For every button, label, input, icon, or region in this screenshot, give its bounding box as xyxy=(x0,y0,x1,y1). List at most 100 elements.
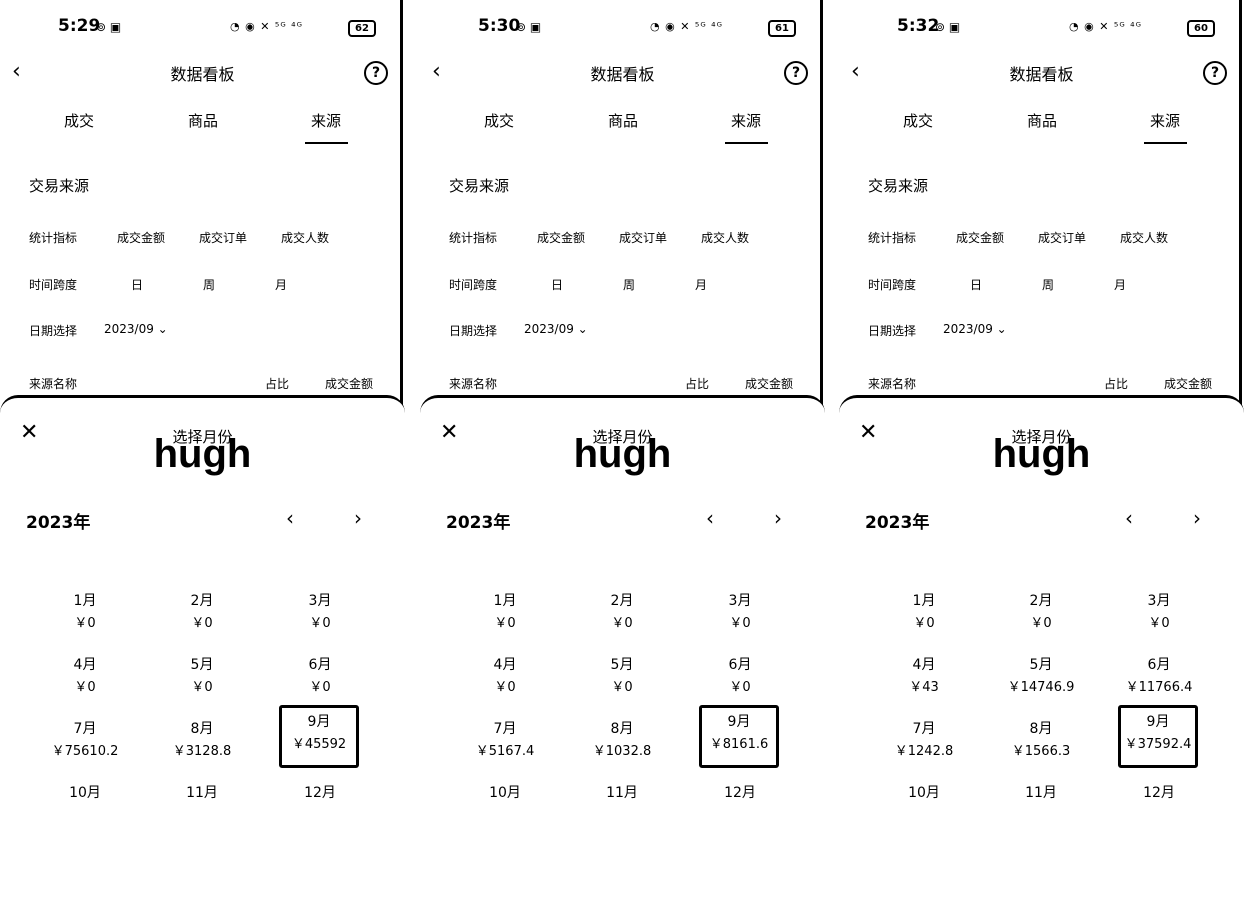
month-cell[interactable]: 6月 ￥0 xyxy=(261,654,379,695)
back-icon[interactable]: ‹ xyxy=(432,59,441,84)
metric-option[interactable]: 成交订单 xyxy=(199,231,248,245)
close-icon[interactable]: ✕ xyxy=(20,420,39,445)
span-option[interactable]: 月 xyxy=(275,278,288,292)
tab-source[interactable]: 来源 xyxy=(730,112,761,130)
year-label: 2023年 xyxy=(446,513,511,533)
span-option[interactable]: 日 xyxy=(970,278,983,292)
chevron-right-icon[interactable]: › xyxy=(354,506,362,530)
month-cell[interactable]: 9月 ￥8161.6 xyxy=(699,705,779,768)
back-icon[interactable]: ‹ xyxy=(12,59,21,84)
chevron-left-icon[interactable]: ‹ xyxy=(706,506,714,530)
tab-deal[interactable]: 成交 xyxy=(63,112,94,130)
month-cell[interactable]: 12月 xyxy=(1100,782,1218,804)
chevron-right-icon[interactable]: › xyxy=(1193,506,1201,530)
tab-goods[interactable]: 商品 xyxy=(607,112,638,130)
col-source-name: 来源名称 xyxy=(449,377,498,391)
month-cell[interactable]: 8月 ￥1032.8 xyxy=(563,718,681,759)
month-cell[interactable]: 7月 ￥75610.2 xyxy=(26,718,144,759)
metric-option[interactable]: 成交订单 xyxy=(1038,231,1087,245)
month-label: 11月 xyxy=(1025,785,1057,801)
span-option[interactable]: 周 xyxy=(1042,278,1055,292)
signal-icons: ◔ ◉ ✕ ⁵ᴳ ⁴ᴳ xyxy=(1069,20,1142,33)
status-time: 5:29 xyxy=(58,16,101,36)
month-label: 6月 xyxy=(308,657,332,673)
month-label: 1月 xyxy=(493,593,517,609)
month-cell[interactable]: 4月 ￥0 xyxy=(26,654,144,695)
month-cell[interactable]: 6月 ￥11766.4 xyxy=(1100,654,1218,695)
month-cell[interactable]: 10月 xyxy=(865,782,983,804)
span-option[interactable]: 日 xyxy=(131,278,144,292)
col-source-name: 来源名称 xyxy=(868,377,917,391)
month-cell[interactable]: 5月 ￥14746.9 xyxy=(982,654,1100,695)
metric-option[interactable]: 成交人数 xyxy=(701,231,750,245)
month-cell[interactable]: 3月 ￥0 xyxy=(1100,590,1218,631)
metric-option[interactable]: 成交金额 xyxy=(956,231,1005,245)
close-icon[interactable]: ✕ xyxy=(859,420,878,445)
metric-option[interactable]: 成交人数 xyxy=(1120,231,1169,245)
month-amount: ￥0 xyxy=(494,680,516,695)
tab-source[interactable]: 来源 xyxy=(1149,112,1180,130)
month-cell[interactable]: 3月 ￥0 xyxy=(261,590,379,631)
help-icon[interactable]: ? xyxy=(364,61,388,85)
chevron-left-icon[interactable]: ‹ xyxy=(286,506,294,530)
tab-deal[interactable]: 成交 xyxy=(902,112,933,130)
divider xyxy=(400,0,403,420)
month-cell[interactable]: 9月 ￥37592.4 xyxy=(1118,705,1198,768)
date-select[interactable]: 2023/09 ⌄ xyxy=(104,322,168,336)
help-icon[interactable]: ? xyxy=(1203,61,1227,85)
month-cell[interactable]: 7月 ￥1242.8 xyxy=(865,718,983,759)
metric-option[interactable]: 成交金额 xyxy=(537,231,586,245)
span-option[interactable]: 月 xyxy=(695,278,708,292)
span-option[interactable]: 周 xyxy=(623,278,636,292)
page-title: 数据看板 xyxy=(170,65,235,84)
month-cell[interactable]: 5月 ￥0 xyxy=(143,654,261,695)
month-cell[interactable]: 9月 ￥45592 xyxy=(279,705,359,768)
metric-option[interactable]: 成交人数 xyxy=(281,231,330,245)
tab-bar: 成交 商品 来源 xyxy=(839,108,1244,148)
month-amount: ￥0 xyxy=(494,616,516,631)
sheet-title: 选择月份 xyxy=(592,428,653,446)
tab-goods[interactable]: 商品 xyxy=(1026,112,1057,130)
span-option[interactable]: 周 xyxy=(203,278,216,292)
month-cell[interactable]: 6月 ￥0 xyxy=(681,654,799,695)
month-cell[interactable]: 4月 ￥43 xyxy=(865,654,983,695)
month-cell[interactable]: 2月 ￥0 xyxy=(563,590,681,631)
month-cell[interactable]: 11月 xyxy=(143,782,261,804)
page-title: 数据看板 xyxy=(1009,65,1074,84)
tab-goods[interactable]: 商品 xyxy=(187,112,218,130)
month-cell[interactable]: 8月 ￥3128.8 xyxy=(143,718,261,759)
month-cell[interactable]: 10月 xyxy=(446,782,564,804)
back-icon[interactable]: ‹ xyxy=(851,59,860,84)
tab-deal[interactable]: 成交 xyxy=(483,112,514,130)
month-cell[interactable]: 12月 xyxy=(681,782,799,804)
month-cell[interactable]: 1月 ￥0 xyxy=(26,590,144,631)
date-select[interactable]: 2023/09 ⌄ xyxy=(524,322,588,336)
month-amount: ￥75610.2 xyxy=(51,744,119,759)
month-cell[interactable]: 11月 xyxy=(563,782,681,804)
help-icon[interactable]: ? xyxy=(784,61,808,85)
span-option[interactable]: 日 xyxy=(551,278,564,292)
chevron-left-icon[interactable]: ‹ xyxy=(1125,506,1133,530)
chevron-right-icon[interactable]: › xyxy=(774,506,782,530)
month-cell[interactable]: 8月 ￥1566.3 xyxy=(982,718,1100,759)
month-cell[interactable]: 11月 xyxy=(982,782,1100,804)
status-time: 5:32 xyxy=(897,16,940,36)
month-cell[interactable]: 10月 xyxy=(26,782,144,804)
month-cell[interactable]: 3月 ￥0 xyxy=(681,590,799,631)
month-cell[interactable]: 12月 xyxy=(261,782,379,804)
close-icon[interactable]: ✕ xyxy=(440,420,459,445)
month-cell[interactable]: 2月 ￥0 xyxy=(982,590,1100,631)
month-cell[interactable]: 7月 ￥5167.4 xyxy=(446,718,564,759)
month-cell[interactable]: 1月 ￥0 xyxy=(865,590,983,631)
month-label: 4月 xyxy=(493,657,517,673)
tab-source[interactable]: 来源 xyxy=(310,112,341,130)
month-label: 10月 xyxy=(908,785,940,801)
month-cell[interactable]: 2月 ￥0 xyxy=(143,590,261,631)
metric-option[interactable]: 成交订单 xyxy=(619,231,668,245)
month-cell[interactable]: 5月 ￥0 xyxy=(563,654,681,695)
month-cell[interactable]: 1月 ￥0 xyxy=(446,590,564,631)
span-option[interactable]: 月 xyxy=(1114,278,1127,292)
month-cell[interactable]: 4月 ￥0 xyxy=(446,654,564,695)
metric-option[interactable]: 成交金额 xyxy=(117,231,166,245)
date-select[interactable]: 2023/09 ⌄ xyxy=(943,322,1007,336)
